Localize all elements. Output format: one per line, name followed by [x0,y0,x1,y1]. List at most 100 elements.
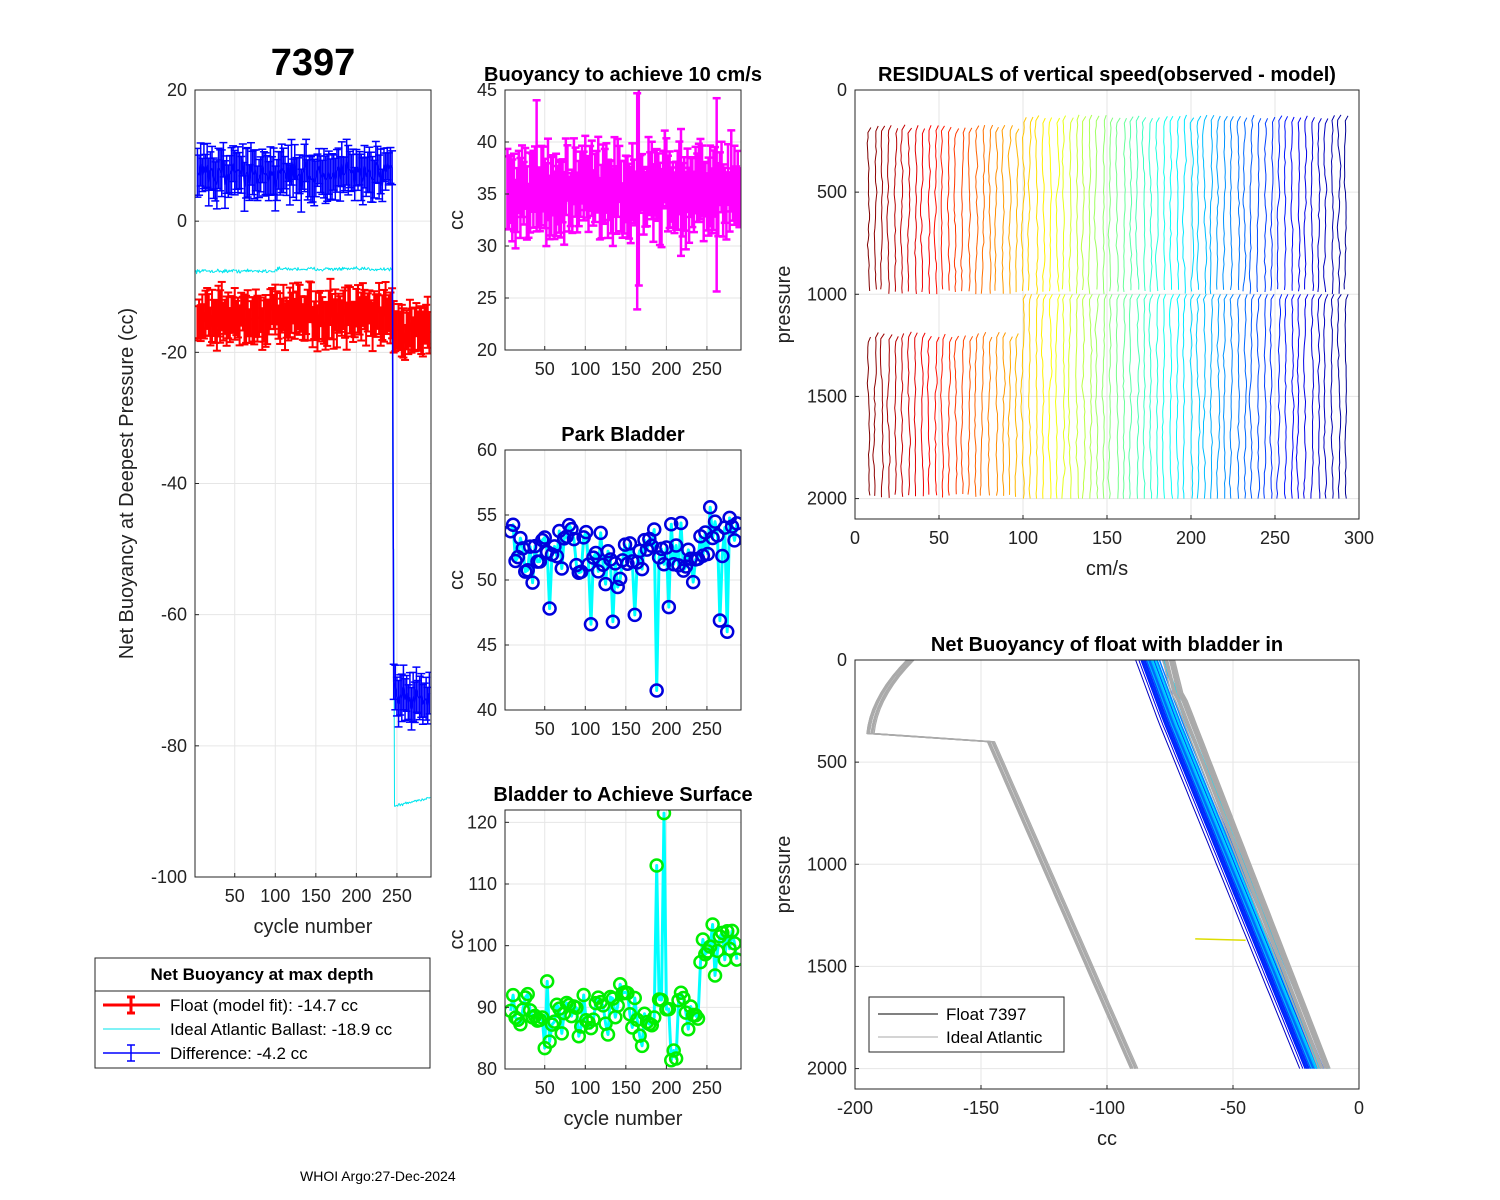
residual-profile [1263,294,1268,499]
x-tick-label: 200 [651,719,681,739]
legend-entry: Float (model fit): -14.7 cc [170,996,359,1015]
park-marker [578,524,594,540]
y-tick-label: 1500 [807,386,847,406]
residual-profile [1148,294,1154,499]
x-tick-label: -50 [1220,1098,1246,1118]
y-tick-label: 1500 [807,956,847,976]
y-tick-label: 120 [467,812,497,832]
x-tick-label: 200 [651,359,681,379]
park-marker [583,616,599,632]
residual-profile [1331,115,1335,295]
y-axis-label: cc [446,930,468,950]
residual-profile [1014,333,1019,497]
park-marker [522,539,538,554]
residual-profile [1034,115,1040,295]
ideal-profile-left [866,660,1132,1069]
residual-profile [987,336,993,496]
residual-profile [967,336,974,495]
residual-profile [1176,115,1181,290]
residual-profile [927,125,932,294]
residual-profile [1129,116,1134,291]
residual-profile [886,334,893,498]
residual-profile [1061,294,1066,499]
y-tick-label: -80 [161,736,187,756]
park-marker [729,516,741,531]
park-marker [505,517,521,533]
y-tick-label: 40 [477,700,497,720]
residual-profile [1136,294,1141,499]
y-tick-label: 90 [477,997,497,1017]
residual-profile [940,333,946,498]
x-tick-label: 50 [929,528,949,548]
surface-marker [705,917,720,932]
residual-profile [1189,294,1195,499]
residual-profile [866,336,871,496]
residual-profile [1276,115,1283,290]
x-tick-label: 50 [535,359,555,379]
float-profile [1143,660,1309,1069]
surface-marker [600,1027,616,1042]
park-marker [566,531,582,547]
residual-profile [1276,294,1283,499]
residual-profile [1297,117,1302,292]
residual-profile [1323,118,1329,293]
y-tick-label: 1000 [807,284,847,304]
surface-marker [719,923,735,939]
park-marker [549,548,565,564]
residual-profile [1269,294,1275,499]
surface-marker [539,974,555,989]
park-marker [659,540,674,555]
park-marker [537,530,552,545]
park-marker [673,515,689,531]
residual-profile [907,331,912,496]
y-tick-label: 1000 [807,854,847,874]
park-marker [532,554,548,569]
legend-box [94,957,431,1069]
x-tick-label: 50 [225,886,245,906]
series-ideal-line [195,266,431,807]
park-marker [646,522,662,537]
residual-profile [1256,294,1262,499]
surface-marker [569,1000,584,1016]
residual-profile [1007,336,1013,495]
surface-marker [661,1001,677,1017]
park-marker [547,539,562,554]
y-tick-label: 100 [467,936,497,956]
residual-profile [953,128,960,292]
residual-profile [953,335,960,495]
surface-marker [666,1043,681,1058]
axes-frame [504,89,742,351]
x-tick-label: 250 [692,1078,722,1098]
residual-profile [1303,115,1308,290]
residual-profile [1055,117,1061,292]
ideal-profile-left [873,660,1139,1069]
park-marker [649,683,664,698]
residual-profile [1087,114,1093,294]
park-marker [634,561,650,577]
x-axis-label: cc [1097,1128,1117,1150]
park-marker [661,599,677,615]
residual-profile [1122,118,1127,292]
y-tick-label: 20 [167,80,187,100]
surface-marker [646,1010,662,1025]
axes-frame [504,809,742,1070]
chart-title: Net Buoyancy of float with bladder in [931,634,1283,656]
x-tick-label: 300 [1344,528,1374,548]
ideal-profile-right [1164,660,1322,1069]
residual-profile [1222,115,1228,290]
residual-profile [947,336,953,496]
residual-profile [1089,294,1093,499]
park-marker [712,613,728,628]
residual-profile [1202,114,1208,294]
surface-marker [695,932,711,947]
x-tick-label: 50 [535,1078,555,1098]
x-tick-label: 100 [570,719,600,739]
park-marker [715,548,730,564]
residual-profile [1141,117,1147,292]
residual-profile [880,125,886,290]
x-axis-label: cycle number [254,916,373,938]
residual-profile [1222,294,1228,499]
residual-profile [1020,294,1027,499]
park-marker [719,624,735,639]
